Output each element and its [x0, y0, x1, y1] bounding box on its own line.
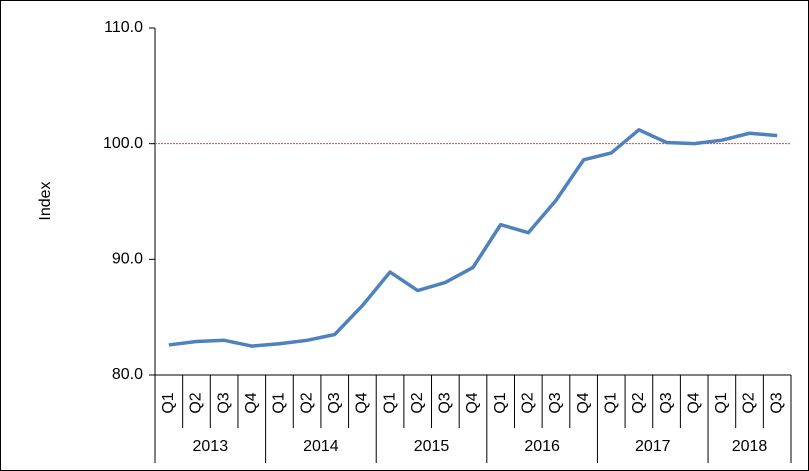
- x-tick-label: Q3: [658, 392, 675, 413]
- x-tick-label: Q3: [326, 392, 343, 413]
- year-label: 2017: [635, 438, 671, 455]
- x-tick-label: Q3: [547, 392, 564, 413]
- x-tick-label: Q1: [713, 392, 730, 413]
- x-tick-label: Q1: [492, 392, 509, 413]
- x-tick-label: Q2: [520, 392, 537, 413]
- x-tick-label: Q1: [381, 392, 398, 413]
- x-tick-label: Q2: [298, 392, 315, 413]
- x-tick-label: Q2: [630, 392, 647, 413]
- x-tick-label: Q1: [602, 392, 619, 413]
- x-tick-label: Q3: [437, 392, 454, 413]
- y-tick-label: 100.0: [103, 135, 143, 152]
- x-tick-label: Q3: [768, 392, 785, 413]
- year-label: 2015: [414, 438, 450, 455]
- year-label: 2016: [524, 438, 560, 455]
- x-tick-label: Q4: [243, 392, 260, 413]
- x-tick-label: Q4: [685, 392, 702, 413]
- x-tick-label: Q1: [271, 392, 288, 413]
- x-tick-label: Q4: [354, 392, 371, 413]
- data-line: [168, 128, 778, 348]
- x-tick-label: Q4: [575, 392, 592, 413]
- x-tick-label: Q2: [409, 392, 426, 413]
- year-label: 2014: [303, 438, 339, 455]
- y-tick-label: 80.0: [112, 366, 143, 383]
- x-tick-label: Q2: [188, 392, 205, 413]
- year-label: 2018: [732, 438, 768, 455]
- y-axis-label: Index: [37, 181, 54, 220]
- x-tick-label: Q2: [741, 392, 758, 413]
- x-tick-label: Q1: [160, 392, 177, 413]
- y-tick-label: 90.0: [112, 251, 143, 268]
- x-tick-label: Q4: [464, 392, 481, 413]
- x-tick-label: Q3: [215, 392, 232, 413]
- year-label: 2013: [193, 438, 229, 455]
- y-tick-label: 110.0: [104, 19, 143, 36]
